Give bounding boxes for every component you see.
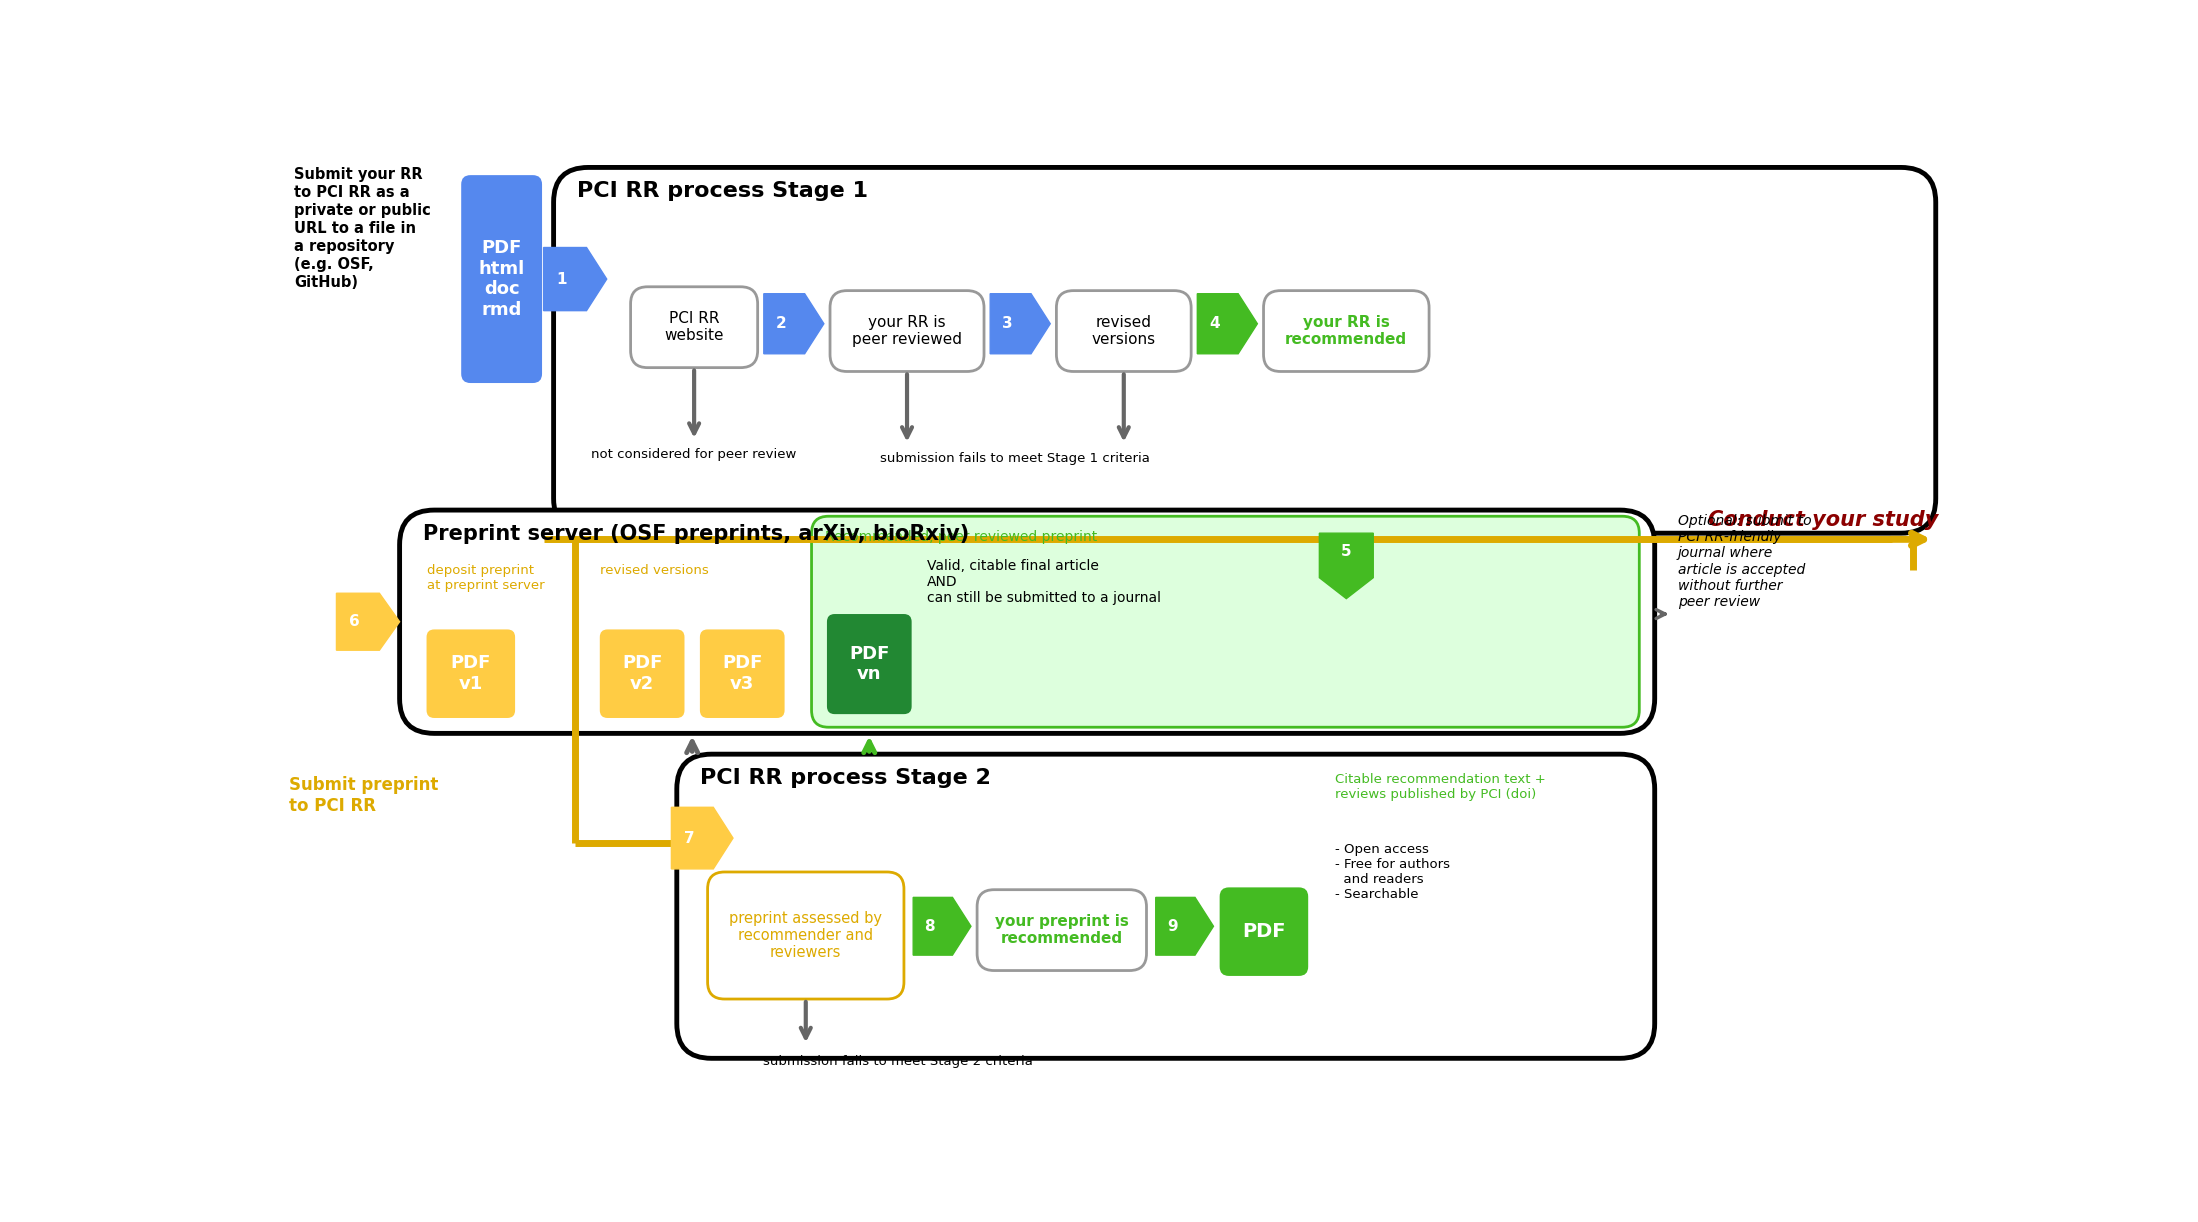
Text: submission fails to meet Stage 1 criteria: submission fails to meet Stage 1 criteri… bbox=[881, 452, 1150, 466]
Text: 9: 9 bbox=[1167, 919, 1178, 934]
FancyBboxPatch shape bbox=[831, 291, 985, 371]
Text: Preprint server (OSF preprints, arXiv, bioRxiv): Preprint server (OSF preprints, arXiv, b… bbox=[422, 524, 969, 544]
FancyBboxPatch shape bbox=[1264, 291, 1429, 371]
Text: submission fails to meet Stage 2 criteria: submission fails to meet Stage 2 criteri… bbox=[763, 1056, 1033, 1068]
FancyBboxPatch shape bbox=[631, 287, 758, 368]
Text: Valid, citable final article
AND
can still be submitted to a journal: Valid, citable final article AND can sti… bbox=[928, 558, 1161, 605]
Text: PCI RR
website: PCI RR website bbox=[664, 312, 723, 343]
Text: PDF: PDF bbox=[1242, 923, 1286, 941]
FancyBboxPatch shape bbox=[978, 890, 1147, 970]
Text: deposit preprint
at preprint server: deposit preprint at preprint server bbox=[426, 565, 545, 591]
FancyBboxPatch shape bbox=[426, 629, 514, 719]
Polygon shape bbox=[670, 808, 732, 869]
FancyBboxPatch shape bbox=[677, 754, 1655, 1058]
Text: revised versions: revised versions bbox=[600, 565, 708, 577]
Polygon shape bbox=[765, 293, 824, 354]
Text: your RR is
peer reviewed: your RR is peer reviewed bbox=[853, 315, 963, 347]
Text: your preprint is
recommended: your preprint is recommended bbox=[996, 914, 1130, 946]
Text: preprint assessed by
recommender and
reviewers: preprint assessed by recommender and rev… bbox=[730, 910, 881, 960]
Text: 3: 3 bbox=[1002, 316, 1013, 331]
Text: 7: 7 bbox=[684, 831, 695, 846]
FancyBboxPatch shape bbox=[699, 629, 785, 719]
Text: 4: 4 bbox=[1209, 316, 1220, 331]
Text: PDF
vn: PDF vn bbox=[848, 645, 890, 683]
Text: PDF
html
doc
rmd: PDF html doc rmd bbox=[479, 238, 525, 319]
Text: 8: 8 bbox=[925, 919, 934, 934]
Text: PCI RR process Stage 1: PCI RR process Stage 1 bbox=[576, 181, 868, 202]
FancyBboxPatch shape bbox=[1220, 887, 1308, 976]
FancyBboxPatch shape bbox=[826, 613, 912, 714]
Polygon shape bbox=[1319, 533, 1374, 599]
Polygon shape bbox=[1156, 897, 1213, 956]
Text: not considered for peer review: not considered for peer review bbox=[591, 448, 798, 462]
Text: 2: 2 bbox=[776, 316, 787, 331]
Text: PDF
v3: PDF v3 bbox=[723, 654, 763, 693]
Text: Submit preprint
to PCI RR: Submit preprint to PCI RR bbox=[290, 776, 440, 815]
FancyBboxPatch shape bbox=[554, 167, 1936, 533]
Text: - Open access
- Free for authors
  and readers
- Searchable: - Open access - Free for authors and rea… bbox=[1334, 843, 1451, 901]
Text: Conduct your study: Conduct your study bbox=[1708, 510, 1939, 530]
FancyBboxPatch shape bbox=[1057, 291, 1191, 371]
Polygon shape bbox=[1198, 293, 1257, 354]
Text: 6: 6 bbox=[349, 615, 360, 629]
Text: PDF
v1: PDF v1 bbox=[451, 654, 490, 693]
FancyBboxPatch shape bbox=[400, 510, 1655, 733]
Text: Recommended, peer reviewed preprint: Recommended, peer reviewed preprint bbox=[826, 530, 1097, 544]
FancyBboxPatch shape bbox=[600, 629, 684, 719]
Text: your RR is
recommended: your RR is recommended bbox=[1286, 315, 1407, 347]
Text: Optional: submit to
PCI RR-friendly
journal where
article is accepted
without fu: Optional: submit to PCI RR-friendly jour… bbox=[1677, 514, 1811, 609]
FancyBboxPatch shape bbox=[811, 516, 1640, 727]
Text: 1: 1 bbox=[556, 271, 567, 287]
Polygon shape bbox=[543, 248, 607, 310]
Text: 5: 5 bbox=[1341, 544, 1352, 560]
FancyBboxPatch shape bbox=[462, 175, 543, 382]
Polygon shape bbox=[989, 293, 1051, 354]
Text: Submit your RR
to PCI RR as a
private or public
URL to a file in
a repository
(e: Submit your RR to PCI RR as a private or… bbox=[295, 167, 431, 291]
Text: PCI RR process Stage 2: PCI RR process Stage 2 bbox=[699, 769, 991, 788]
Text: PDF
v2: PDF v2 bbox=[622, 654, 662, 693]
Polygon shape bbox=[336, 593, 400, 650]
Polygon shape bbox=[912, 897, 972, 956]
Text: revised
versions: revised versions bbox=[1092, 315, 1156, 347]
Text: Citable recommendation text +
reviews published by PCI (doi): Citable recommendation text + reviews pu… bbox=[1334, 774, 1545, 802]
FancyBboxPatch shape bbox=[708, 873, 903, 1000]
